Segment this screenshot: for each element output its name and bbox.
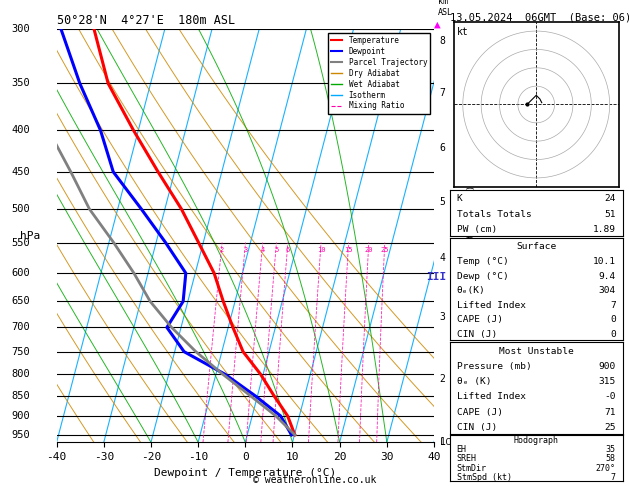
Text: Dewp (°C): Dewp (°C) — [457, 272, 508, 280]
Text: 450: 450 — [11, 167, 30, 177]
Text: 6: 6 — [440, 142, 445, 153]
Text: CAPE (J): CAPE (J) — [457, 315, 503, 324]
Text: 5: 5 — [440, 197, 445, 207]
Legend: Temperature, Dewpoint, Parcel Trajectory, Dry Adiabat, Wet Adiabat, Isotherm, Mi: Temperature, Dewpoint, Parcel Trajectory… — [328, 33, 430, 114]
Text: 15: 15 — [344, 247, 353, 254]
Text: 0: 0 — [610, 330, 616, 339]
Text: PW (cm): PW (cm) — [457, 225, 497, 234]
Text: 10: 10 — [317, 247, 325, 254]
Text: Hodograph: Hodograph — [514, 436, 559, 445]
Text: 270°: 270° — [596, 464, 616, 473]
Text: 35: 35 — [606, 445, 616, 454]
Text: Lifted Index: Lifted Index — [457, 301, 526, 310]
Text: 1: 1 — [440, 437, 445, 447]
Text: EH: EH — [457, 445, 467, 454]
Text: Pressure (mb): Pressure (mb) — [457, 362, 532, 371]
Text: Totals Totals: Totals Totals — [457, 209, 532, 219]
Text: © weatheronline.co.uk: © weatheronline.co.uk — [253, 475, 376, 485]
Text: 304: 304 — [599, 286, 616, 295]
Text: 58: 58 — [606, 454, 616, 464]
Text: Lifted Index: Lifted Index — [457, 393, 526, 401]
Text: 8: 8 — [440, 35, 445, 46]
Text: StmDir: StmDir — [457, 464, 487, 473]
Text: 2: 2 — [220, 247, 224, 254]
Text: SREH: SREH — [457, 454, 477, 464]
X-axis label: Dewpoint / Temperature (°C): Dewpoint / Temperature (°C) — [154, 468, 337, 478]
Text: hPa: hPa — [20, 231, 40, 241]
Text: 6: 6 — [286, 247, 290, 254]
Text: Most Unstable: Most Unstable — [499, 347, 574, 356]
Text: 5: 5 — [274, 247, 279, 254]
Text: III: III — [426, 272, 446, 282]
Text: 10.1: 10.1 — [593, 257, 616, 266]
Text: K: K — [457, 194, 462, 203]
Text: 9.4: 9.4 — [599, 272, 616, 280]
Text: Temp (°C): Temp (°C) — [457, 257, 508, 266]
Text: 25: 25 — [381, 247, 389, 254]
Text: CIN (J): CIN (J) — [457, 330, 497, 339]
Text: Surface: Surface — [516, 243, 556, 251]
Text: kt: kt — [457, 27, 469, 37]
Text: 900: 900 — [11, 411, 30, 421]
Text: 800: 800 — [11, 369, 30, 380]
Text: 24: 24 — [604, 194, 616, 203]
Text: 51: 51 — [604, 209, 616, 219]
Text: 350: 350 — [11, 78, 30, 88]
Text: 3: 3 — [440, 312, 445, 322]
Text: 4: 4 — [440, 253, 445, 263]
Text: 700: 700 — [11, 322, 30, 332]
Text: 71: 71 — [604, 408, 616, 417]
Text: 750: 750 — [11, 347, 30, 357]
Text: 20: 20 — [365, 247, 373, 254]
Text: StmSpd (kt): StmSpd (kt) — [457, 473, 511, 482]
Text: CAPE (J): CAPE (J) — [457, 408, 503, 417]
Text: 13.05.2024  06GMT  (Base: 06): 13.05.2024 06GMT (Base: 06) — [450, 12, 629, 22]
Text: 7: 7 — [611, 473, 616, 482]
Text: 315: 315 — [599, 377, 616, 386]
Text: Mixing Ratio (g/kg): Mixing Ratio (g/kg) — [467, 185, 476, 287]
Text: 2: 2 — [440, 374, 445, 384]
Text: 7: 7 — [610, 301, 616, 310]
Text: 850: 850 — [11, 391, 30, 401]
Text: 7: 7 — [440, 88, 445, 98]
Text: 650: 650 — [11, 296, 30, 306]
Text: 550: 550 — [11, 238, 30, 247]
Text: 300: 300 — [11, 24, 30, 34]
Text: LCL: LCL — [440, 438, 456, 447]
Text: 50°28'N  4°27'E  180m ASL: 50°28'N 4°27'E 180m ASL — [57, 14, 235, 27]
Text: 0: 0 — [610, 315, 616, 324]
Text: km
ASL: km ASL — [438, 0, 453, 17]
Text: 1.89: 1.89 — [593, 225, 616, 234]
Text: 3: 3 — [243, 247, 248, 254]
Text: 25: 25 — [604, 423, 616, 432]
Text: θₑ (K): θₑ (K) — [457, 377, 491, 386]
Text: θₑ(K): θₑ(K) — [457, 286, 486, 295]
Text: 400: 400 — [11, 125, 30, 136]
Text: 4: 4 — [260, 247, 265, 254]
Text: CIN (J): CIN (J) — [457, 423, 497, 432]
Text: -0: -0 — [604, 393, 616, 401]
Text: 900: 900 — [599, 362, 616, 371]
Text: 500: 500 — [11, 204, 30, 214]
Text: 600: 600 — [11, 268, 30, 278]
Text: ▲: ▲ — [434, 19, 440, 30]
Text: 950: 950 — [11, 430, 30, 440]
